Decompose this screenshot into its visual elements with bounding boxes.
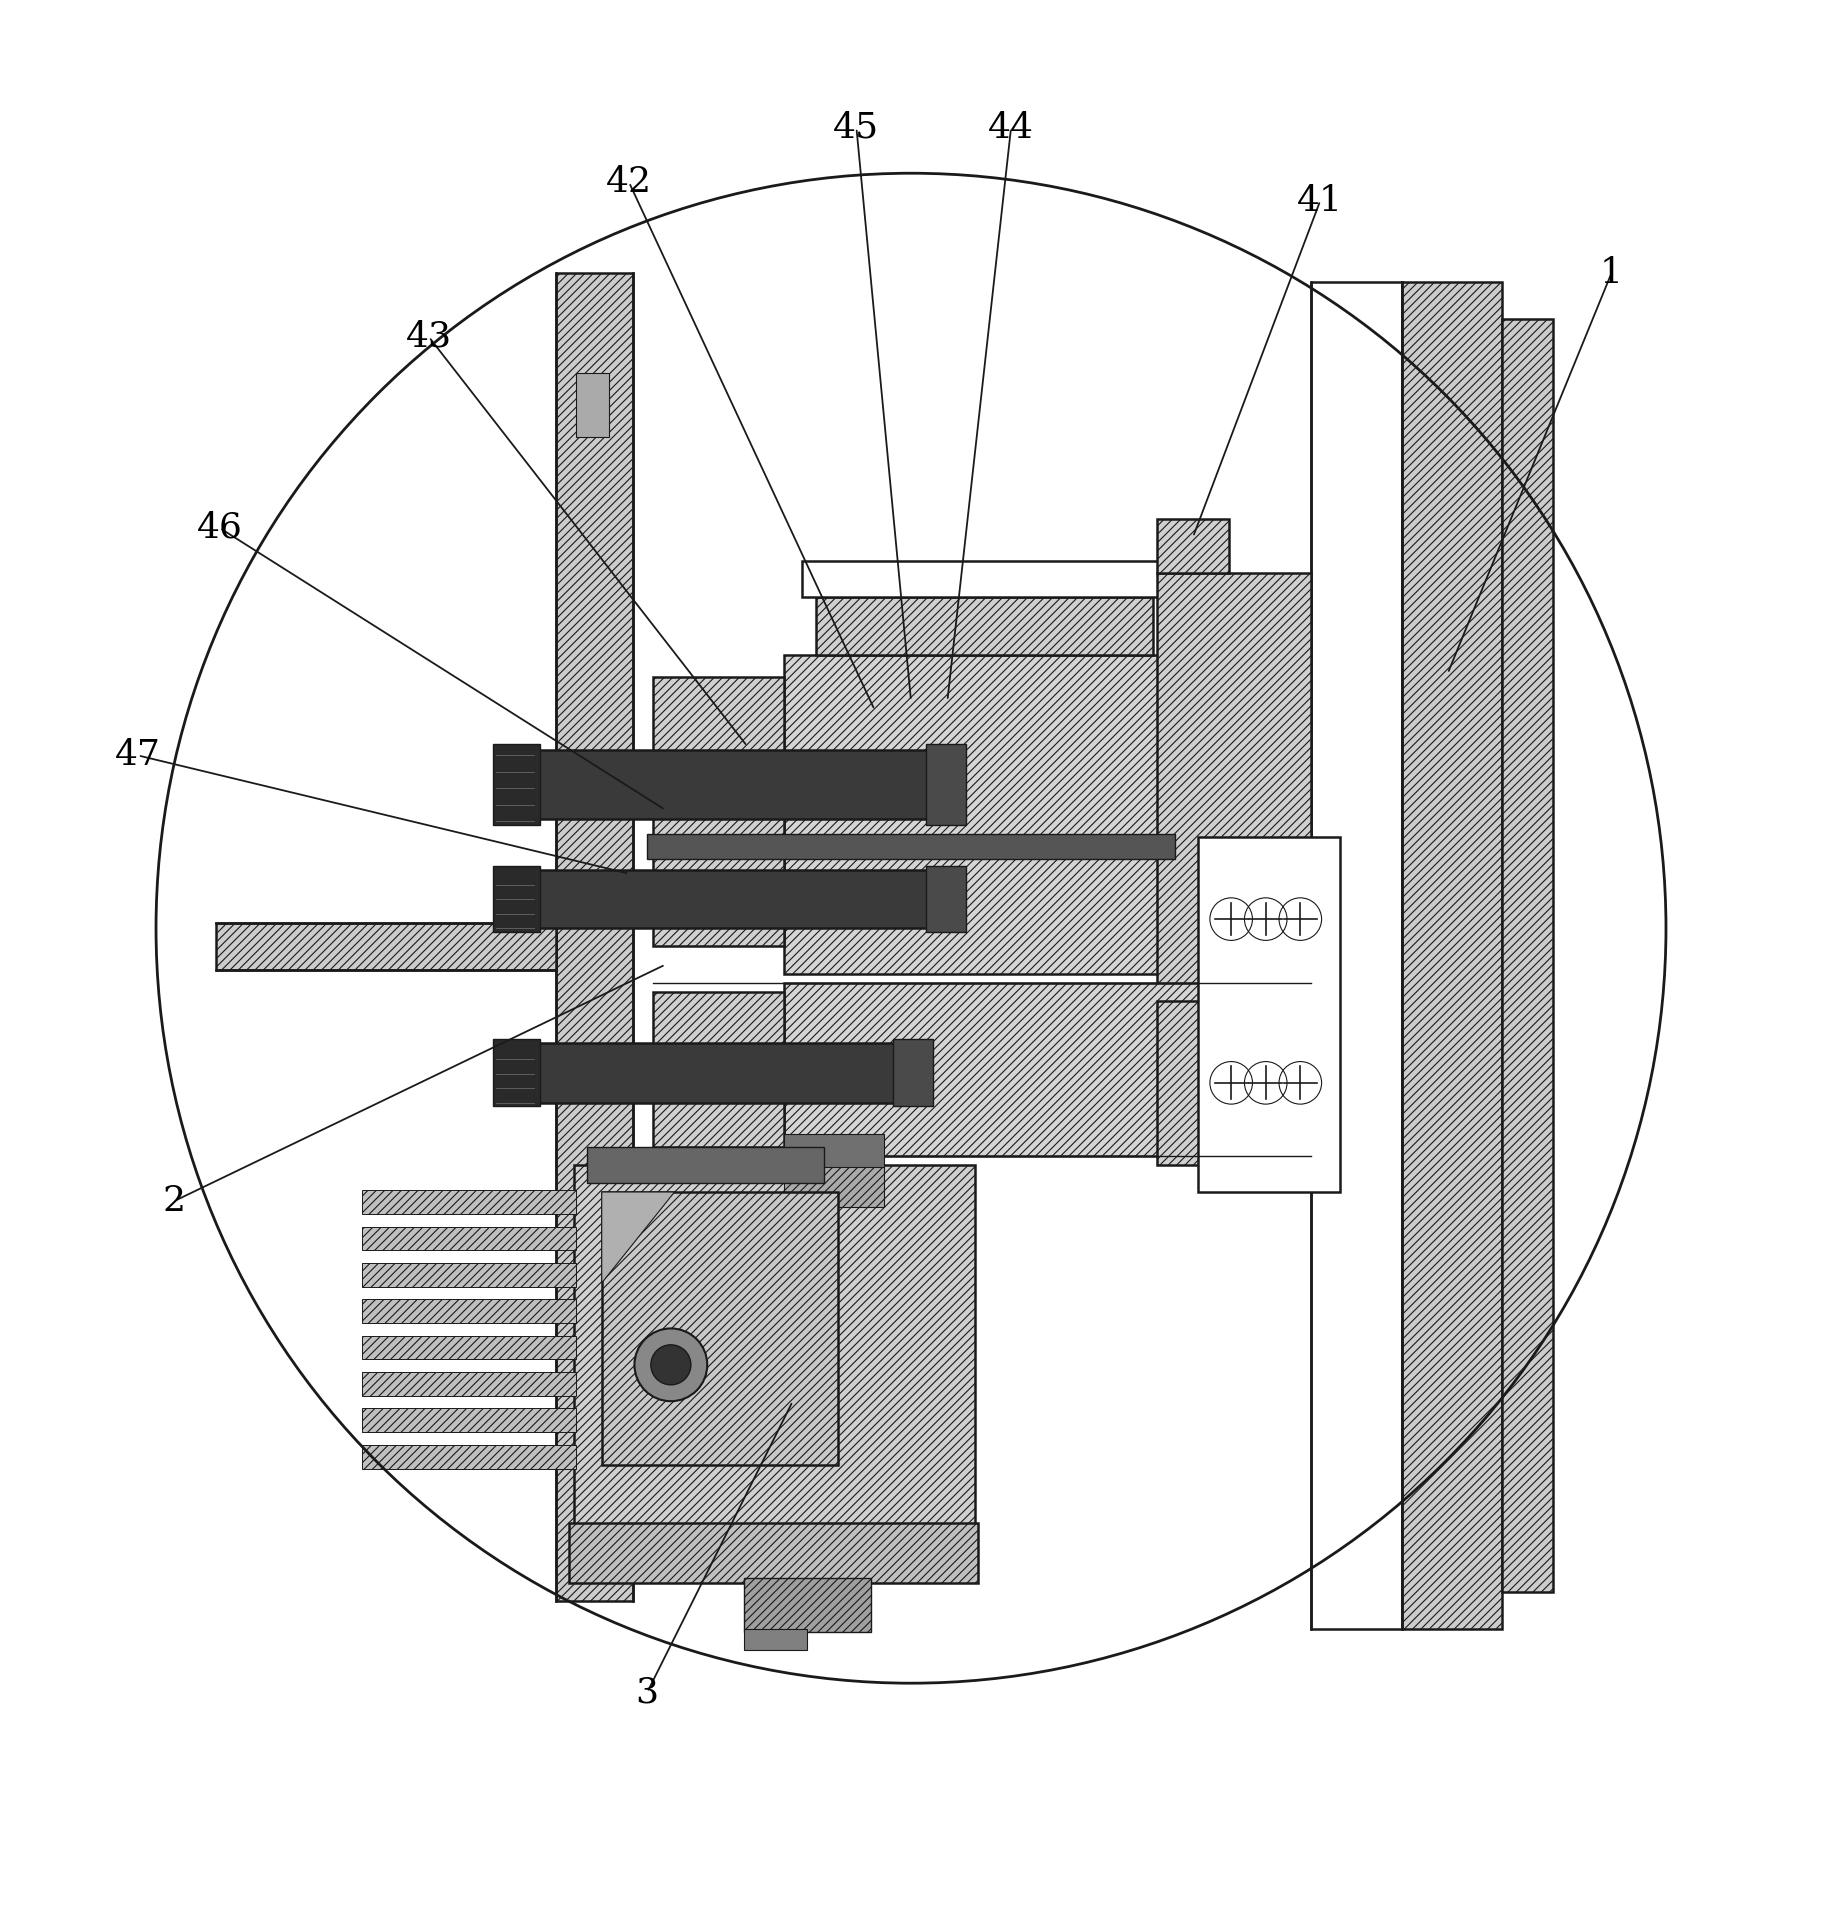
Polygon shape: [601, 1192, 674, 1282]
Bar: [361, 1372, 576, 1395]
Bar: [783, 655, 1239, 975]
Bar: [1199, 837, 1341, 1192]
Text: 41: 41: [1297, 183, 1343, 218]
Text: 45: 45: [833, 111, 880, 145]
Text: 43: 43: [406, 319, 452, 354]
Text: 1: 1: [1600, 256, 1623, 290]
Bar: [492, 1040, 539, 1106]
Text: 3: 3: [636, 1676, 660, 1708]
Bar: [361, 1408, 576, 1431]
Bar: [361, 1299, 576, 1322]
Bar: [1157, 520, 1230, 573]
Bar: [1503, 319, 1552, 1592]
Bar: [802, 560, 1166, 596]
Bar: [783, 1166, 884, 1206]
Circle shape: [650, 1345, 691, 1385]
Bar: [361, 1336, 576, 1359]
Bar: [743, 1628, 807, 1651]
Bar: [1403, 283, 1503, 1628]
Text: 47: 47: [115, 738, 160, 772]
Bar: [926, 745, 966, 824]
Bar: [361, 1227, 576, 1250]
Bar: [507, 749, 935, 820]
Bar: [893, 1040, 933, 1106]
Bar: [361, 1191, 576, 1213]
Bar: [816, 596, 1153, 655]
Bar: [492, 866, 539, 933]
Text: 2: 2: [162, 1185, 186, 1217]
Bar: [587, 1147, 824, 1183]
Bar: [783, 1133, 884, 1170]
Bar: [217, 923, 556, 971]
Bar: [652, 992, 783, 1147]
Bar: [556, 273, 632, 1601]
Bar: [1157, 1001, 1312, 1164]
Bar: [601, 1192, 838, 1466]
Bar: [652, 676, 783, 946]
Bar: [1157, 573, 1312, 1001]
Bar: [926, 866, 966, 933]
Bar: [568, 1523, 978, 1582]
Circle shape: [634, 1328, 707, 1401]
Bar: [361, 1445, 576, 1468]
Text: 44: 44: [988, 111, 1035, 145]
Bar: [783, 982, 1239, 1156]
Bar: [1312, 283, 1403, 1628]
Bar: [743, 1578, 871, 1632]
Bar: [576, 373, 609, 438]
Text: 42: 42: [607, 166, 652, 199]
Bar: [507, 870, 935, 929]
Bar: [361, 1263, 576, 1286]
Bar: [507, 1043, 898, 1103]
Text: 46: 46: [197, 510, 242, 545]
Bar: [647, 833, 1175, 860]
Bar: [492, 745, 539, 824]
Bar: [574, 1164, 975, 1529]
